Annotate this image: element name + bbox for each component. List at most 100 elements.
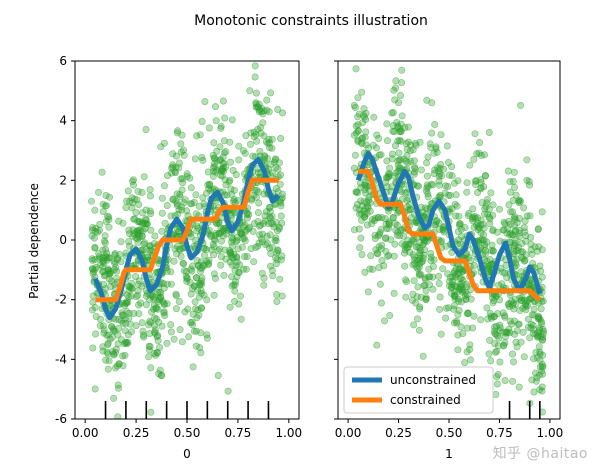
scatter-point bbox=[535, 371, 543, 379]
scatter-point bbox=[130, 215, 138, 223]
scatter-point bbox=[390, 86, 398, 94]
scatter-point bbox=[522, 237, 530, 245]
scatter-point bbox=[505, 201, 513, 209]
scatter-point bbox=[228, 116, 236, 124]
scatter-point bbox=[135, 301, 143, 309]
scatter-point bbox=[461, 224, 469, 232]
scatter-point bbox=[190, 327, 198, 335]
x-tick-label: 0.50 bbox=[174, 426, 201, 440]
x-tick-label: 1.00 bbox=[537, 426, 564, 440]
scatter-point bbox=[371, 235, 379, 243]
scatter-point bbox=[435, 177, 443, 185]
scatter-point bbox=[443, 142, 451, 150]
scatter-point bbox=[489, 299, 497, 307]
scatter-point bbox=[366, 265, 374, 273]
scatter-point bbox=[89, 298, 97, 306]
scatter-point bbox=[397, 226, 405, 234]
scatter-point bbox=[511, 213, 519, 221]
scatter-point bbox=[91, 244, 99, 252]
scatter-point bbox=[117, 238, 125, 246]
scatter-point bbox=[500, 341, 508, 349]
scatter-point bbox=[539, 336, 547, 344]
scatter-point bbox=[441, 189, 449, 197]
scatter-point bbox=[385, 220, 393, 228]
scatter-point bbox=[503, 229, 511, 237]
scatter-point bbox=[123, 299, 131, 307]
scatter-point bbox=[169, 195, 177, 203]
scatter-point bbox=[102, 192, 110, 200]
scatter-point bbox=[266, 231, 274, 239]
scatter-point bbox=[192, 327, 200, 335]
scatter-point bbox=[277, 212, 285, 220]
scatter-point bbox=[351, 104, 359, 112]
y-axis-label: Partial dependence bbox=[27, 183, 41, 299]
scatter-point bbox=[386, 164, 394, 172]
scatter-point bbox=[509, 301, 517, 309]
scatter-point bbox=[508, 350, 516, 358]
scatter-point bbox=[360, 198, 368, 206]
scatter-point bbox=[491, 348, 499, 356]
scatter-point bbox=[128, 204, 136, 212]
scatter-point bbox=[537, 305, 545, 313]
scatter-point bbox=[463, 291, 471, 299]
scatter-point bbox=[373, 131, 381, 139]
scatter-point bbox=[160, 308, 168, 316]
scatter-point bbox=[411, 165, 419, 173]
scatter-point bbox=[167, 328, 175, 336]
scatter-point bbox=[171, 245, 179, 253]
scatter-point bbox=[429, 181, 437, 189]
scatter-point bbox=[198, 118, 206, 126]
scatter-point bbox=[163, 339, 171, 347]
scatter-point bbox=[251, 186, 259, 194]
scatter-point bbox=[352, 65, 360, 73]
scatter-point bbox=[423, 172, 431, 180]
scatter-point bbox=[536, 386, 544, 394]
scatter-point bbox=[452, 212, 460, 220]
scatter-point bbox=[97, 315, 105, 323]
scatter-point bbox=[142, 206, 150, 214]
scatter-point bbox=[463, 179, 471, 187]
scatter-point bbox=[531, 243, 539, 251]
scatter-point bbox=[454, 228, 462, 236]
scatter-point bbox=[88, 265, 96, 273]
scatter-point bbox=[211, 235, 219, 243]
scatter-point bbox=[420, 251, 428, 259]
scatter-point bbox=[454, 346, 462, 354]
scatter-point bbox=[92, 330, 100, 338]
scatter-point bbox=[180, 267, 188, 275]
scatter-point bbox=[403, 196, 411, 204]
scatter-point bbox=[426, 140, 434, 148]
scatter-point bbox=[146, 192, 154, 200]
scatter-point bbox=[398, 79, 406, 87]
scatter-point bbox=[178, 186, 186, 194]
scatter-point bbox=[364, 204, 372, 212]
scatter-point bbox=[362, 181, 370, 189]
scatter-point bbox=[171, 169, 179, 177]
scatter-point bbox=[455, 306, 463, 314]
scatter-point bbox=[266, 144, 274, 152]
scatter-point bbox=[237, 292, 245, 300]
scatter-point bbox=[436, 225, 444, 233]
scatter-point bbox=[524, 315, 532, 323]
scatter-point bbox=[523, 297, 531, 305]
scatter-point bbox=[233, 254, 241, 262]
scatter-point bbox=[105, 223, 113, 231]
scatter-point bbox=[266, 262, 274, 270]
scatter-point bbox=[436, 293, 444, 301]
scatter-point bbox=[204, 181, 212, 189]
scatter-point bbox=[487, 357, 495, 365]
scatter-point bbox=[265, 108, 273, 116]
scatter-point bbox=[517, 101, 525, 109]
scatter-point bbox=[239, 223, 247, 231]
scatter-point bbox=[494, 370, 502, 378]
scatter-point bbox=[491, 340, 499, 348]
scatter-point bbox=[158, 227, 166, 235]
scatter-point bbox=[254, 218, 262, 226]
scatter-point bbox=[228, 190, 236, 198]
scatter-point bbox=[515, 320, 523, 328]
scatter-point bbox=[134, 280, 142, 288]
scatter-point bbox=[256, 124, 264, 132]
scatter-point bbox=[430, 170, 438, 178]
scatter-point bbox=[361, 113, 369, 121]
